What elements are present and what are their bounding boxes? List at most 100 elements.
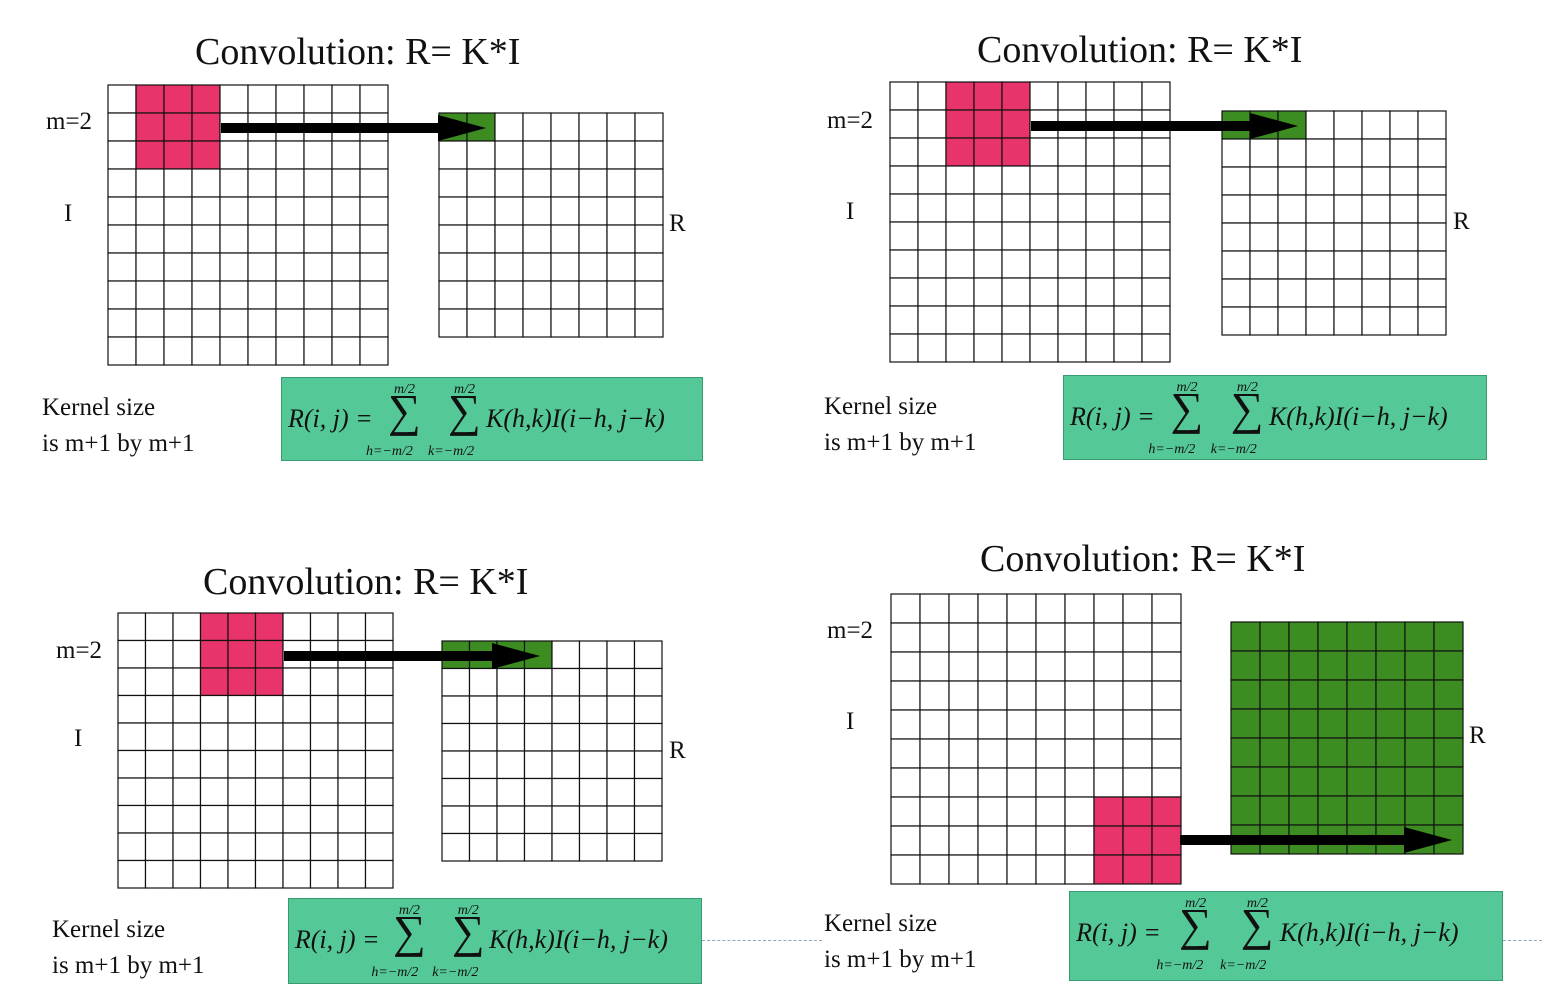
input-image-label: I — [64, 200, 73, 227]
input-grid-cell — [1093, 593, 1124, 624]
result-grid-cell — [1305, 166, 1335, 196]
sum-k-sigma: ∑ — [448, 385, 481, 436]
result-grid-cell — [438, 196, 468, 226]
input-grid-cell — [247, 308, 277, 338]
result-grid-cell — [523, 667, 553, 697]
input-grid-cell — [1029, 277, 1059, 307]
input-grid-cell — [282, 749, 312, 779]
result-grid-cell — [441, 640, 471, 670]
input-grid-cell — [107, 84, 137, 114]
input-grid-cell — [144, 667, 174, 697]
input-grid-cell — [977, 622, 1008, 653]
input-grid-cell — [144, 722, 174, 752]
input-grid-cell — [359, 140, 389, 170]
input-grid-cell — [1057, 221, 1087, 251]
input-grid-cell — [1122, 709, 1153, 740]
result-grid-cell — [550, 224, 580, 254]
result-grid-cell — [578, 112, 608, 142]
result-grid-cell — [494, 140, 524, 170]
input-grid-cell — [107, 168, 137, 198]
input-grid-cell — [1085, 305, 1115, 335]
result-grid-cell — [1389, 278, 1419, 308]
input-grid-cell — [1057, 109, 1087, 139]
result-grid-cell — [633, 667, 663, 697]
sum-h-lower: h=−m/2 — [1148, 442, 1196, 457]
input-grid-cell — [977, 651, 1008, 682]
result-grid-cell — [494, 112, 524, 142]
input-grid-cell — [890, 680, 921, 711]
input-grid-cell — [191, 112, 221, 142]
result-grid-cell — [1433, 621, 1464, 652]
input-grid-cell — [1035, 738, 1066, 769]
input-grid-cell — [364, 722, 394, 752]
input-grid-cell — [117, 722, 147, 752]
input-grid-cell — [135, 280, 165, 310]
result-image-label: R — [1469, 722, 1486, 749]
input-grid-cell — [1001, 109, 1031, 139]
formula-lhs: R(i, j) = — [288, 404, 373, 433]
result-grid-cell — [1433, 650, 1464, 681]
input-grid-cell — [1093, 622, 1124, 653]
sum-h-upper: m/2 — [394, 382, 415, 397]
result-grid-cell — [1317, 708, 1348, 739]
input-grid-cell — [889, 305, 919, 335]
input-grid-cell — [275, 280, 305, 310]
result-grid-cell — [1230, 650, 1261, 681]
input-grid-cell — [1085, 81, 1115, 111]
input-grid-cell — [1001, 193, 1031, 223]
input-grid-cell — [917, 137, 947, 167]
input-grid-cell — [107, 196, 137, 226]
input-grid-cell — [172, 832, 202, 862]
result-grid-cell — [1288, 708, 1319, 739]
result-image-label: R — [669, 737, 686, 764]
input-grid-cell — [282, 804, 312, 834]
result-grid-cell — [438, 168, 468, 198]
result-grid-cell — [1404, 737, 1435, 768]
input-grid-cell — [1085, 109, 1115, 139]
result-image-label: R — [669, 210, 686, 237]
result-grid-cell — [1249, 250, 1279, 280]
input-grid-cell — [227, 749, 257, 779]
diagram-title: Convolution: R= K*I — [980, 538, 1306, 580]
input-grid-cell — [1029, 193, 1059, 223]
input-grid-cell — [1093, 651, 1124, 682]
result-grid-cell — [634, 252, 664, 282]
convolution-formula: R(i, j) = m/2 ∑ h=−m/2 m/2 ∑ k=−m/2 K(h,k)I(i−h… — [1069, 891, 1503, 981]
result-grid-cell — [633, 805, 663, 835]
result-grid-cell — [578, 140, 608, 170]
kernel-size-caption: Kernel size is m+1 by m+1 — [42, 390, 195, 462]
input-grid-cell — [135, 252, 165, 282]
input-grid-cell — [254, 804, 284, 834]
input-grid-cell — [1029, 305, 1059, 335]
input-grid-cell — [948, 796, 979, 827]
result-grid-cell — [1417, 278, 1447, 308]
input-grid-cell — [1029, 333, 1059, 363]
result-grid-cell — [578, 805, 608, 835]
result-grid-cell — [1389, 138, 1419, 168]
result-grid-cell — [1288, 737, 1319, 768]
input-grid-cell — [135, 224, 165, 254]
result-grid-cell — [1346, 795, 1377, 826]
input-grid-cell — [1085, 221, 1115, 251]
input-grid-cell — [172, 612, 202, 642]
input-grid-cell — [1122, 854, 1153, 885]
result-grid-cell — [1433, 679, 1464, 710]
input-grid-cell — [1035, 709, 1066, 740]
input-grid-cell — [1001, 333, 1031, 363]
result-grid-cell — [496, 667, 526, 697]
result-grid-cell — [551, 695, 581, 725]
input-grid-cell — [1001, 165, 1031, 195]
input-grid-cell — [1141, 165, 1171, 195]
input-grid-cell — [889, 109, 919, 139]
result-grid-cell — [1221, 110, 1251, 140]
result-grid-cell — [1404, 766, 1435, 797]
result-image-label: R — [1453, 208, 1470, 235]
input-grid-cell — [973, 165, 1003, 195]
input-grid-cell — [331, 336, 361, 366]
result-grid-cell — [494, 196, 524, 226]
result-grid-cell — [1259, 737, 1290, 768]
input-grid — [117, 612, 394, 889]
result-grid-cell — [606, 112, 636, 142]
input-grid-cell — [107, 140, 137, 170]
result-grid-cell — [523, 777, 553, 807]
